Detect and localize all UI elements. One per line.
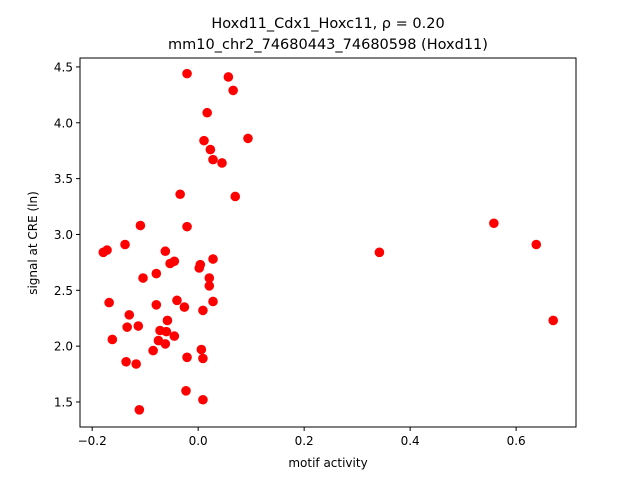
y-tick-label: 3.5: [54, 172, 73, 186]
data-point: [228, 85, 238, 96]
data-point: [179, 302, 190, 312]
data-point: [195, 259, 206, 270]
plot-area-frame: [79, 57, 577, 428]
y-tick-label: 4.0: [54, 116, 73, 130]
data-point: [196, 344, 207, 355]
data-point: [151, 300, 162, 310]
x-tick-label: 0.0: [189, 434, 208, 448]
data-point: [104, 297, 114, 308]
data-points: [98, 68, 559, 415]
y-axis: 1.5 2.0 2.5 3.0 3.5 4.0 4.5: [54, 60, 80, 409]
data-point: [169, 331, 180, 341]
data-point: [223, 72, 234, 82]
data-point: [198, 353, 208, 364]
data-point: [160, 339, 171, 349]
data-point: [172, 295, 182, 306]
data-point: [133, 321, 144, 331]
data-point: [131, 359, 141, 369]
data-point: [489, 218, 499, 229]
data-point: [374, 247, 385, 258]
data-point: [107, 334, 118, 345]
x-tick-label: 0.4: [401, 434, 420, 448]
x-axis-label: motif activity: [288, 456, 367, 470]
data-point: [182, 352, 192, 363]
data-point: [162, 315, 173, 326]
data-point: [175, 189, 185, 200]
data-point: [230, 191, 241, 202]
data-point: [208, 254, 218, 264]
data-point: [182, 221, 192, 232]
data-point: [531, 239, 542, 250]
y-tick-label: 4.5: [54, 60, 73, 74]
y-axis-label: signal at CRE (ln): [26, 191, 40, 295]
chart-title: Hoxd11_Cdx1_Hoxc11, ρ = 0.20: [211, 16, 444, 32]
data-point: [160, 246, 171, 257]
data-point: [138, 273, 148, 283]
data-point: [151, 268, 162, 279]
data-point: [169, 256, 180, 267]
chart-subtitle: mm10_chr2_74680443_74680598 (Hoxd11): [168, 37, 488, 53]
data-point: [243, 133, 253, 144]
data-point: [199, 135, 209, 146]
y-tick-label: 2.0: [54, 340, 73, 354]
data-point: [204, 281, 215, 291]
data-point: [121, 356, 131, 367]
data-point: [198, 394, 208, 405]
data-point: [202, 107, 212, 118]
data-point: [182, 68, 192, 79]
data-point: [208, 296, 218, 307]
data-point: [134, 405, 145, 415]
y-tick-label: 1.5: [54, 395, 73, 409]
data-point: [135, 220, 146, 231]
x-axis: −0.2 0.0 0.2 0.4 0.6: [78, 427, 526, 448]
data-point: [548, 315, 559, 326]
data-point: [204, 273, 215, 283]
x-tick-label: −0.2: [78, 434, 107, 448]
y-tick-label: 3.0: [54, 228, 73, 242]
x-tick-label: 0.2: [295, 434, 314, 448]
data-point: [102, 245, 112, 255]
data-point: [198, 305, 208, 316]
data-point: [122, 322, 132, 332]
data-point: [205, 144, 216, 155]
data-point: [217, 158, 227, 168]
y-tick-label: 2.5: [54, 284, 73, 298]
data-point: [120, 239, 130, 250]
x-tick-label: 0.6: [507, 434, 526, 448]
data-point: [148, 345, 158, 356]
data-point: [124, 310, 135, 320]
data-point: [208, 154, 218, 165]
data-point: [161, 326, 172, 337]
data-point: [181, 386, 191, 396]
